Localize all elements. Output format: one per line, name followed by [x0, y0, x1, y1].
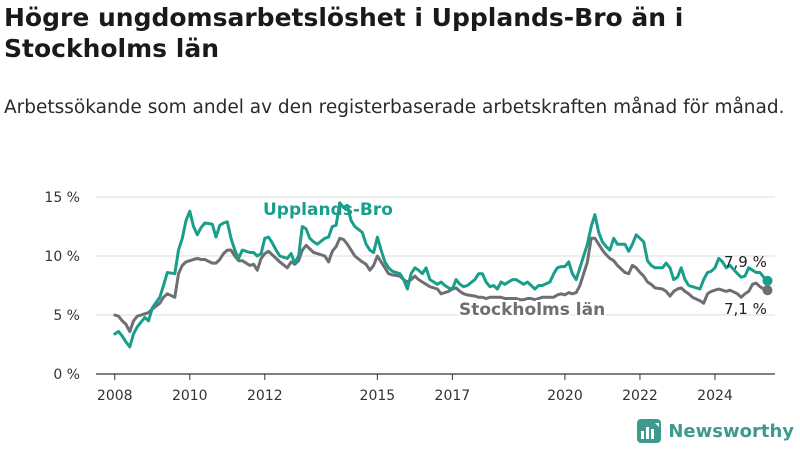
end-value-label-stockholms-lan: 7,1 %: [724, 300, 767, 318]
x-tick-label: 2010: [172, 388, 208, 404]
x-tick-label: 2008: [97, 388, 133, 404]
chart-title: Högre ungdomsarbetslöshet i Upplands-Bro…: [4, 3, 684, 63]
series-end-point: [762, 275, 773, 286]
series-lines: [113, 201, 773, 349]
series-label-stockholms-lan: Stockholms län: [459, 300, 605, 320]
series-line-stockholms-lan: [113, 236, 769, 333]
end-value-label-upplands-bro: 7,9 %: [724, 253, 767, 271]
brand-name: Newsworthy: [668, 420, 794, 442]
brand: Newsworthy: [636, 418, 794, 444]
gridlines: [96, 196, 775, 375]
series-end-point: [762, 285, 773, 296]
axes: 0 % 5 % 10 % 15 % 2008 2010 2012 2015 2017 2020 20…: [44, 190, 732, 404]
x-tick-label: 2015: [360, 388, 396, 404]
series-labels: Upplands-Bro Stockholms län 7,9 % 7,1 %: [263, 200, 767, 322]
y-tick-label: 15 %: [44, 190, 80, 206]
y-tick-label: 10 %: [44, 249, 80, 265]
y-tick-label: 0 %: [53, 367, 80, 383]
x-tick-label: 2012: [247, 388, 283, 404]
series-label-upplands-bro: Upplands-Bro: [263, 200, 393, 220]
x-tick-label: 2022: [622, 388, 658, 404]
chart-subtitle: Arbetssökande som andel av den registerb…: [4, 97, 785, 118]
newsworthy-logo-icon: [637, 419, 662, 443]
x-tick-label: 2017: [435, 388, 471, 404]
series-line-upplands-bro: [113, 201, 769, 349]
y-tick-label: 5 %: [53, 308, 80, 324]
x-tick-label: 2024: [697, 388, 733, 404]
x-tick-label: 2020: [547, 388, 583, 404]
